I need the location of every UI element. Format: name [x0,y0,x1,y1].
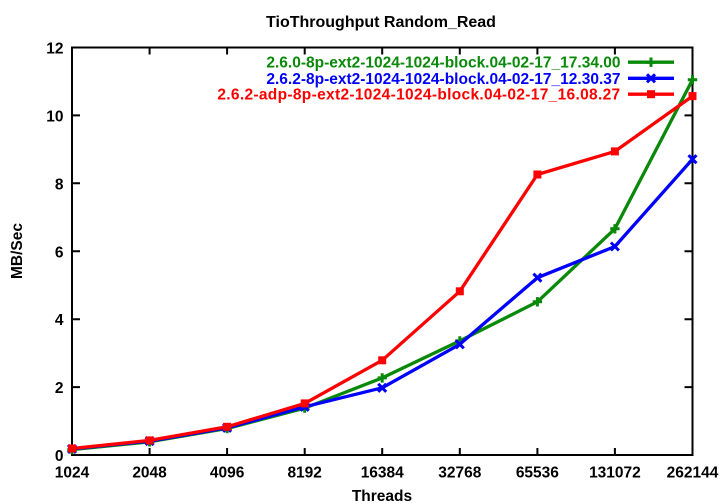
svg-text:32768: 32768 [438,465,481,482]
svg-text:2048: 2048 [132,465,167,482]
svg-text:2.6.0-8p-ext2-1024-1024-block.: 2.6.0-8p-ext2-1024-1024-block.04-02-17_1… [266,55,620,72]
svg-text:1024: 1024 [55,465,90,482]
svg-text:0: 0 [55,448,64,465]
svg-text:10: 10 [46,108,63,125]
svg-text:Threads: Threads [352,488,412,504]
svg-text:TioThroughput Random_Read: TioThroughput Random_Read [266,14,496,31]
svg-text:2.6.2-adp-8p-ext2-1024-1024-bl: 2.6.2-adp-8p-ext2-1024-1024-block.04-02-… [217,87,620,104]
svg-text:12: 12 [46,41,63,58]
svg-text:2.6.2-8p-ext2-1024-1024-block.: 2.6.2-8p-ext2-1024-1024-block.04-02-17_1… [266,71,620,88]
svg-text:8192: 8192 [287,465,321,482]
svg-text:4096: 4096 [210,465,245,482]
svg-text:131072: 131072 [589,465,641,482]
svg-text:MB/Sec: MB/Sec [9,223,26,279]
svg-text:262144: 262144 [667,465,719,482]
svg-text:6: 6 [55,244,64,261]
svg-text:16384: 16384 [361,465,404,482]
svg-text:4: 4 [55,312,64,329]
svg-text:8: 8 [55,176,64,193]
svg-text:2: 2 [55,380,64,397]
svg-text:65536: 65536 [516,465,559,482]
